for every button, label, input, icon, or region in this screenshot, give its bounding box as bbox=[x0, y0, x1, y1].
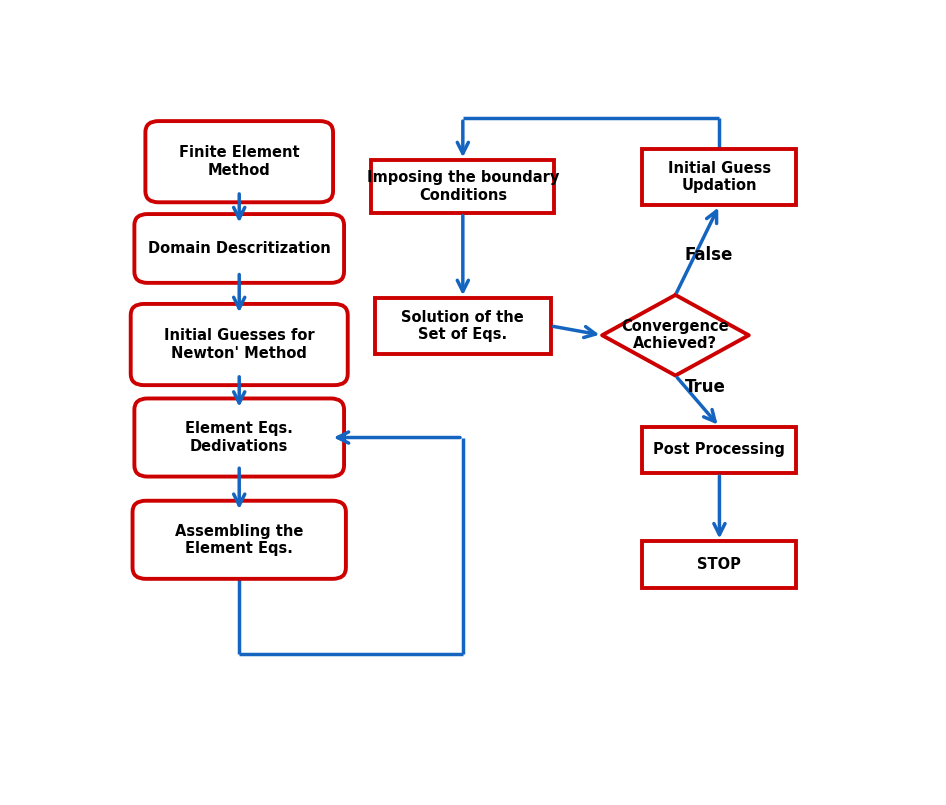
Text: Assembling the
Element Eqs.: Assembling the Element Eqs. bbox=[175, 523, 304, 556]
FancyBboxPatch shape bbox=[146, 121, 333, 202]
Text: Initial Guess
Updation: Initial Guess Updation bbox=[668, 161, 771, 193]
FancyBboxPatch shape bbox=[375, 298, 551, 354]
FancyBboxPatch shape bbox=[371, 160, 554, 213]
FancyBboxPatch shape bbox=[642, 541, 797, 588]
Text: Finite Element
Method: Finite Element Method bbox=[179, 146, 300, 178]
Text: Domain Descritization: Domain Descritization bbox=[148, 241, 330, 256]
Text: STOP: STOP bbox=[697, 557, 742, 572]
FancyBboxPatch shape bbox=[134, 214, 344, 283]
Text: Convergence
Achieved?: Convergence Achieved? bbox=[622, 319, 729, 352]
Text: False: False bbox=[685, 246, 733, 264]
Text: Element Eqs.
Dedivations: Element Eqs. Dedivations bbox=[185, 421, 293, 454]
Text: Post Processing: Post Processing bbox=[654, 443, 785, 457]
FancyBboxPatch shape bbox=[132, 501, 346, 579]
FancyBboxPatch shape bbox=[642, 149, 797, 205]
Text: Initial Guesses for
Newton' Method: Initial Guesses for Newton' Method bbox=[164, 328, 314, 361]
FancyBboxPatch shape bbox=[131, 304, 348, 385]
Text: Solution of the
Set of Eqs.: Solution of the Set of Eqs. bbox=[401, 310, 524, 342]
Text: True: True bbox=[685, 378, 726, 396]
FancyBboxPatch shape bbox=[642, 427, 797, 473]
Polygon shape bbox=[603, 295, 748, 375]
Text: Imposing the boundary
Conditions: Imposing the boundary Conditions bbox=[367, 171, 559, 203]
FancyBboxPatch shape bbox=[134, 398, 344, 477]
